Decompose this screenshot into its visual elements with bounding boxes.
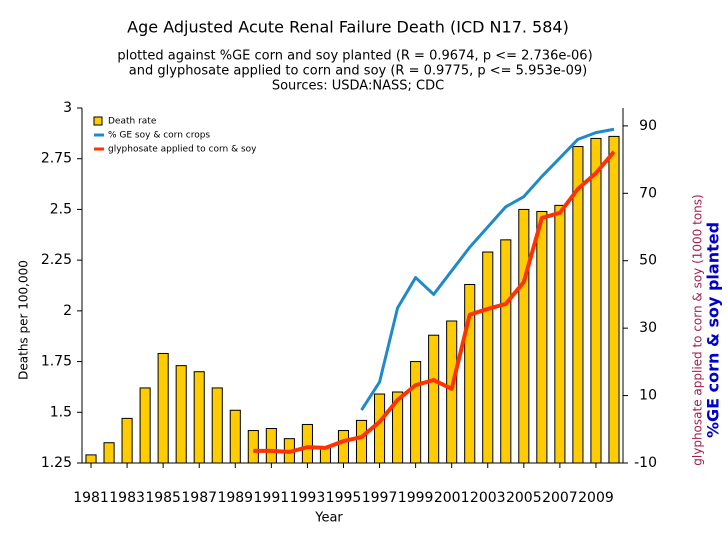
y2-tick-label: 90 bbox=[639, 118, 657, 134]
subtitle: Sources: USDA:NASS; CDC bbox=[272, 79, 444, 94]
x-tick-label: 2007 bbox=[542, 490, 578, 506]
bar bbox=[85, 454, 97, 464]
line bbox=[253, 150, 616, 454]
x-tick-label: 2001 bbox=[434, 490, 470, 506]
bar bbox=[337, 430, 350, 464]
y-tick-label: 1.75 bbox=[41, 354, 72, 370]
x-tick-label: 1983 bbox=[109, 490, 145, 506]
subtitle: plotted against %GE corn and soy planted… bbox=[117, 49, 592, 64]
y-tick-label: 2.5 bbox=[50, 201, 72, 217]
bar bbox=[554, 204, 566, 464]
bar bbox=[265, 428, 277, 464]
x-tick-label: 1985 bbox=[145, 490, 181, 506]
y2-tick-label: 30 bbox=[639, 320, 657, 336]
y2-tick-label: 50 bbox=[639, 253, 657, 269]
line bbox=[360, 127, 615, 411]
legend-swatch bbox=[93, 116, 103, 126]
bar bbox=[301, 423, 313, 464]
y-tick-label: 1.25 bbox=[41, 455, 72, 471]
bar bbox=[428, 334, 440, 464]
x-tick-label: 2005 bbox=[506, 490, 542, 506]
bar bbox=[410, 361, 422, 464]
y2-tick-label: 10 bbox=[639, 388, 657, 404]
bar bbox=[229, 409, 241, 464]
y2-axis-title-secondary: glyphosate applied to corn & soy (1000 t… bbox=[691, 194, 705, 465]
bar bbox=[464, 283, 476, 464]
x-tick-label: 1987 bbox=[181, 490, 217, 506]
x-tick-label: 1991 bbox=[254, 490, 290, 506]
x-tick-label: 1993 bbox=[290, 490, 326, 506]
bar bbox=[139, 387, 151, 464]
bar bbox=[608, 135, 620, 464]
y-tick-label: 1.5 bbox=[50, 404, 72, 420]
legend-label: Death rate bbox=[108, 117, 157, 127]
bar bbox=[121, 417, 133, 464]
y-tick-label: 3 bbox=[63, 100, 72, 116]
bar bbox=[536, 210, 548, 464]
x-tick-label: 2003 bbox=[470, 490, 506, 506]
legend-label: glyphosate applied to corn & soy bbox=[108, 145, 257, 155]
y2-tick-label: 70 bbox=[639, 185, 657, 201]
bar bbox=[193, 371, 205, 464]
x-axis-title: Year bbox=[314, 511, 343, 526]
bar bbox=[157, 352, 169, 464]
bar bbox=[211, 387, 223, 464]
y-axis-title: Deaths per 100,000 bbox=[17, 260, 31, 380]
bar bbox=[175, 365, 187, 464]
bar bbox=[103, 442, 115, 464]
legend-label: % GE soy & corn crops bbox=[108, 131, 210, 141]
bar bbox=[374, 393, 386, 464]
x-tick-label: 1995 bbox=[326, 490, 362, 506]
bar bbox=[500, 239, 512, 464]
x-tick-label: 2009 bbox=[578, 490, 614, 506]
y2-axis-title: %GE corn & soy planted bbox=[704, 222, 723, 438]
x-tick-label: 1981 bbox=[73, 490, 109, 506]
y-tick-label: 2.75 bbox=[41, 151, 72, 167]
chart-title: Age Adjusted Acute Renal Failure Death (… bbox=[127, 18, 569, 37]
subtitle: and glyphosate applied to corn and soy (… bbox=[129, 64, 587, 79]
x-tick-label: 1997 bbox=[362, 490, 398, 506]
y-tick-label: 2 bbox=[63, 303, 72, 319]
x-tick-label: 1989 bbox=[217, 490, 253, 506]
y-tick-label: 2.25 bbox=[41, 252, 72, 268]
bar bbox=[355, 419, 368, 464]
x-tick-label: 1999 bbox=[398, 490, 434, 506]
bar bbox=[518, 208, 530, 464]
bar bbox=[446, 320, 458, 464]
bar bbox=[247, 430, 259, 464]
y2-tick-label: -10 bbox=[634, 455, 657, 471]
bar bbox=[590, 137, 602, 464]
bar bbox=[482, 251, 494, 464]
